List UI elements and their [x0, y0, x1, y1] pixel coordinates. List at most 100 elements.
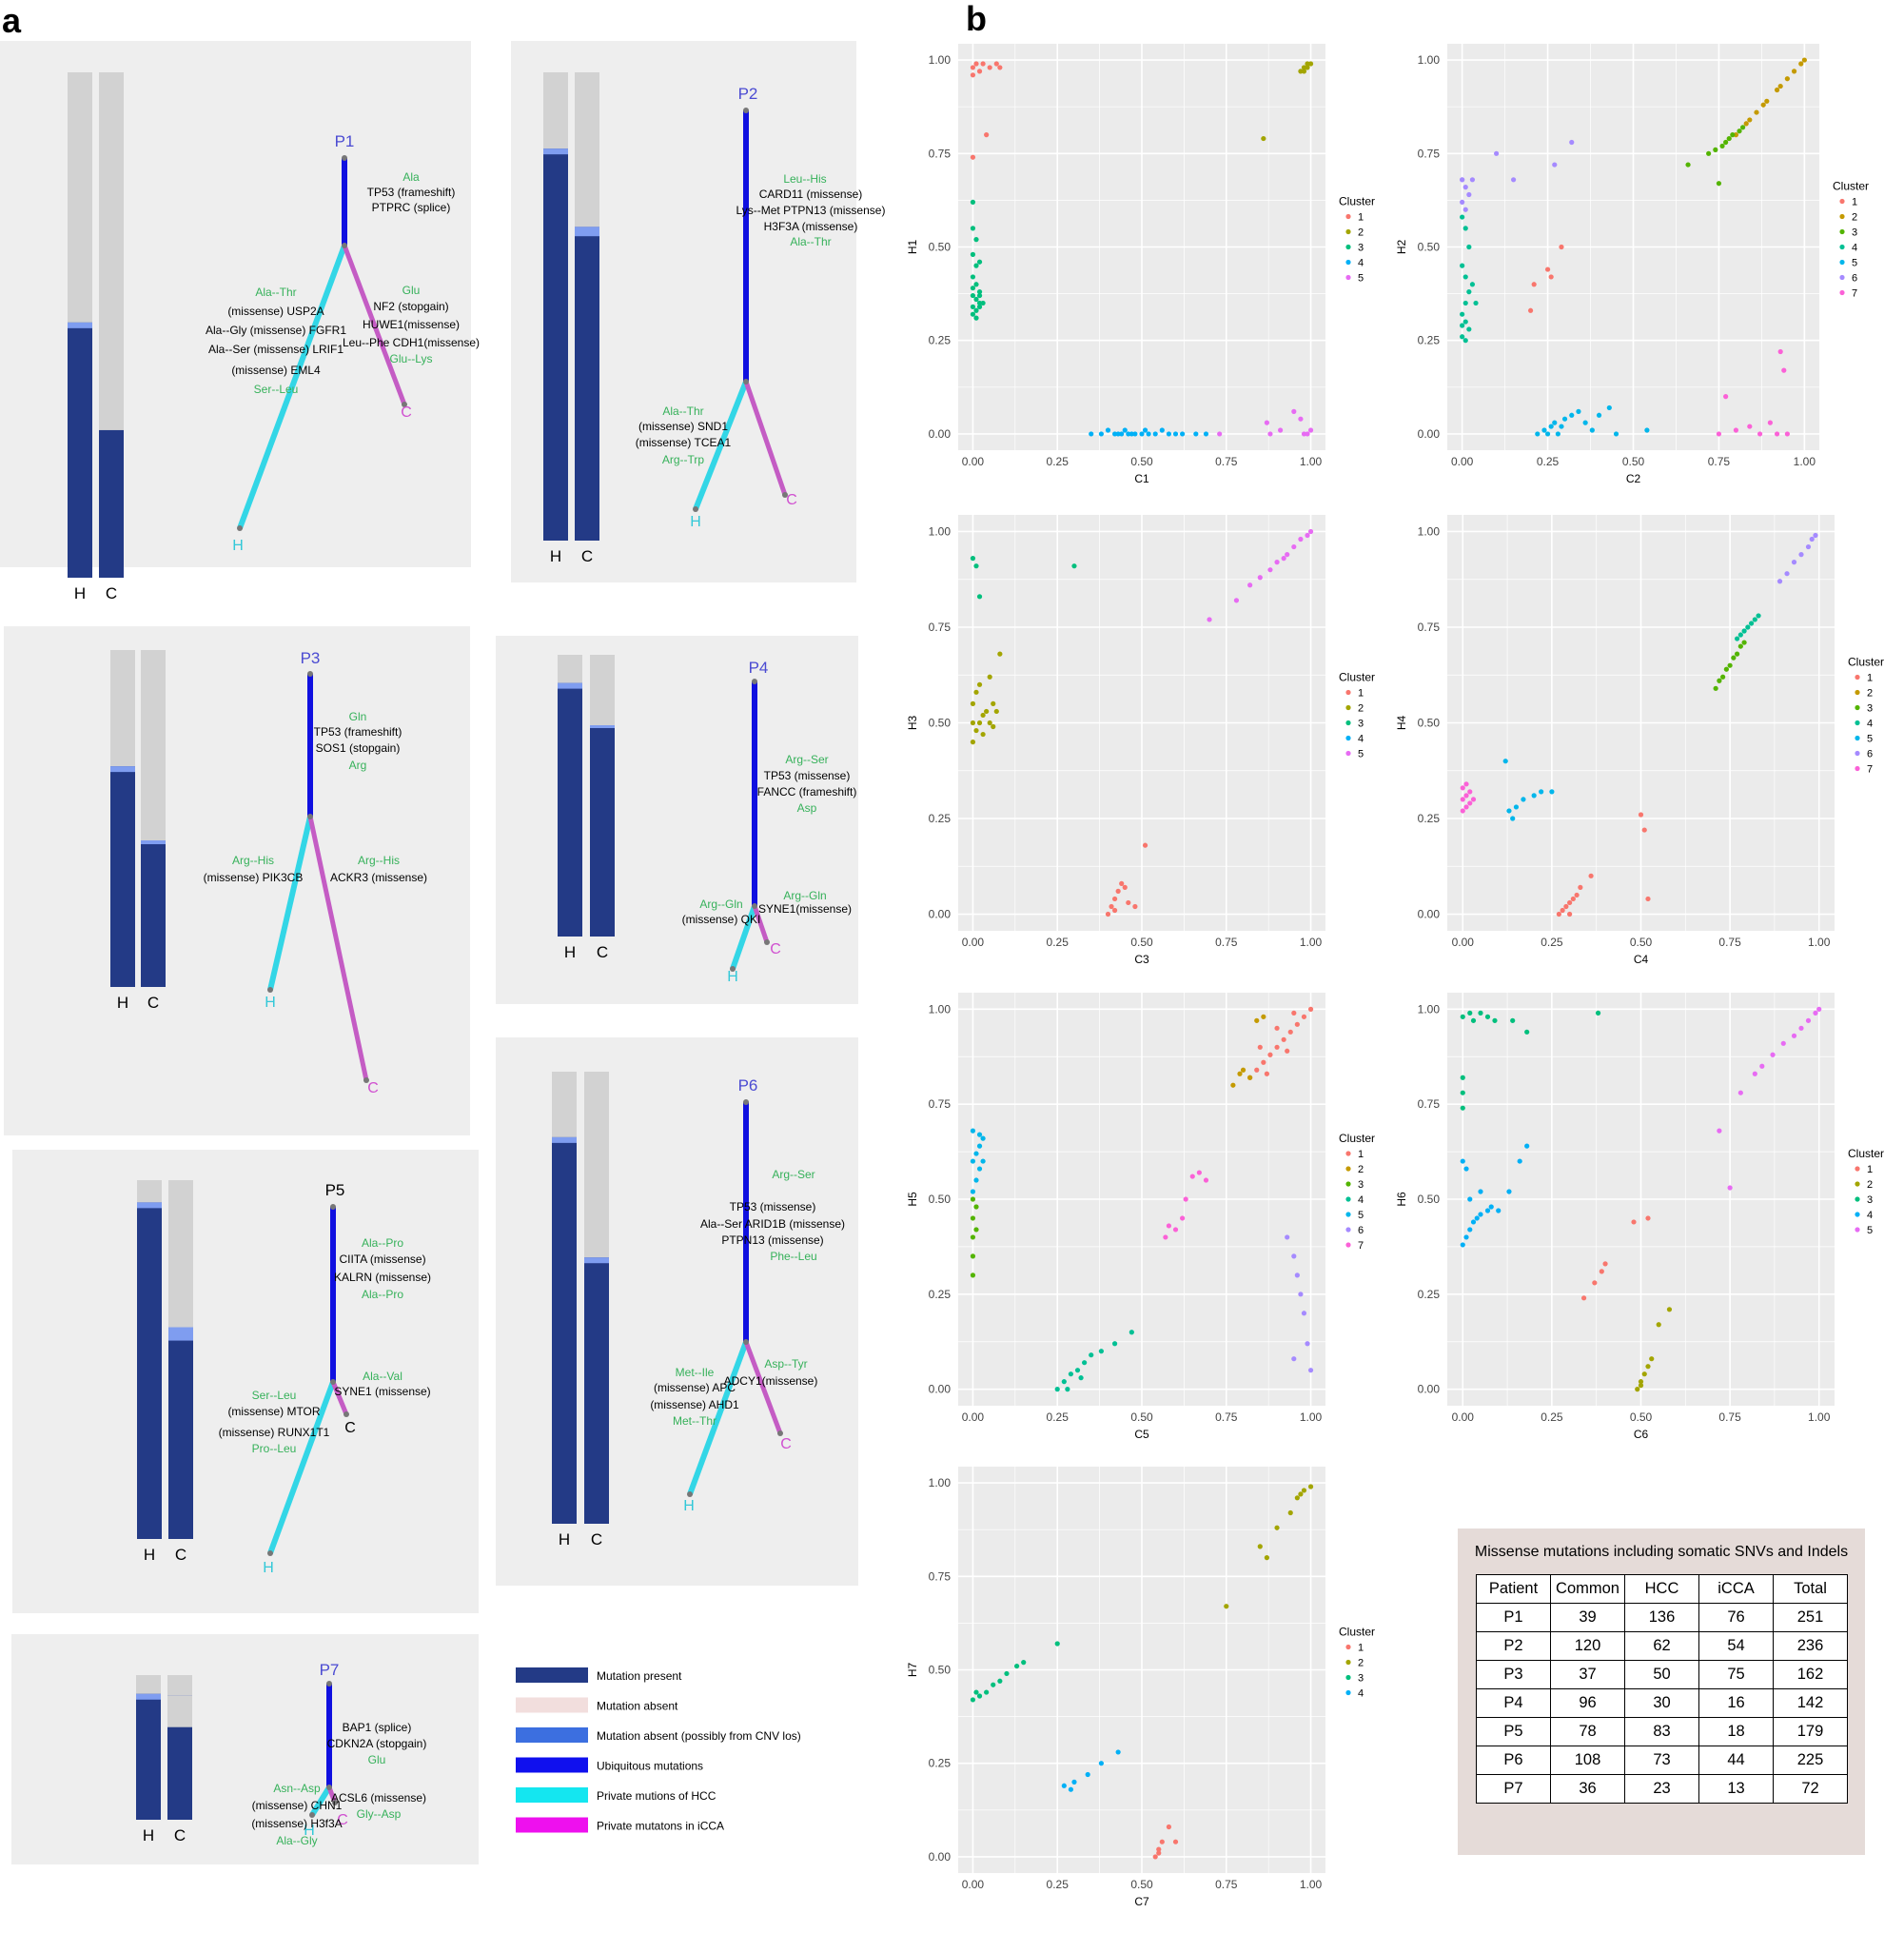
data-point: [1462, 274, 1468, 280]
cluster-legend-key: [1345, 689, 1351, 696]
absent-segment: [141, 650, 166, 773]
data-point: [973, 1151, 979, 1156]
data-point: [1469, 282, 1476, 287]
bar-label-c: C: [591, 1530, 602, 1548]
table-cell: 16: [1698, 1688, 1774, 1718]
absent-segment: [575, 166, 599, 227]
cluster-legend-key: [1345, 735, 1351, 741]
data-point: [1180, 1215, 1186, 1221]
data-point: [1082, 1360, 1088, 1366]
data-point: [970, 286, 976, 291]
bar-label-c: C: [581, 547, 593, 565]
leaf-label-h: H: [263, 1560, 274, 1576]
data-point: [1466, 244, 1472, 250]
hcc-mutation-label: Ala--Gly (missense) FGFR1: [206, 324, 346, 337]
table-cell: 23: [1624, 1774, 1699, 1804]
cnv-segment: [141, 840, 166, 845]
data-point: [1717, 1128, 1722, 1134]
cluster-legend-title: Cluster: [1339, 195, 1375, 208]
cluster-legend-key: [1839, 213, 1845, 220]
table-header-cell: Patient: [1476, 1574, 1551, 1604]
data-point: [1484, 1014, 1491, 1019]
icca-mutation-label: ADCY1(missense): [724, 1374, 818, 1388]
data-point: [970, 72, 976, 78]
x-axis-label: C6: [1634, 1428, 1649, 1441]
trunk-mutation-label: H3F3A (missense): [764, 220, 858, 233]
cluster-legend-label: 4: [1358, 258, 1364, 269]
bar-label-c: C: [106, 584, 117, 602]
data-point: [1602, 1261, 1608, 1267]
data-point: [997, 1678, 1003, 1684]
data-point: [1478, 1010, 1483, 1016]
data-point: [1463, 781, 1469, 787]
data-point: [973, 307, 979, 313]
y-tick-label: 0.25: [1418, 1288, 1441, 1301]
data-point: [1737, 128, 1742, 134]
tree-node: [730, 966, 736, 972]
y-tick-label: 0.00: [929, 1850, 952, 1864]
data-point: [1748, 621, 1755, 626]
bar-label-c: C: [175, 1546, 186, 1564]
data-point: [1488, 1204, 1494, 1210]
cluster-legend-label: 2: [1358, 1164, 1364, 1175]
data-point: [1552, 162, 1558, 168]
cluster-legend-key: [1345, 1659, 1351, 1666]
data-point: [1813, 1010, 1818, 1016]
data-point: [1264, 420, 1269, 425]
tree-node: [764, 939, 770, 945]
tree-node: [687, 1491, 693, 1497]
data-point: [1247, 1075, 1253, 1080]
scatter-plot-1: 0.00 0.25 0.50 0.75 1.00 0.00 0.25 0.50 0.75 1.00…: [906, 44, 1375, 485]
missense-table-panel: Missense mutations including somatic SNV…: [1458, 1529, 1865, 1855]
data-point: [1592, 1280, 1598, 1286]
hcc-mutation-label: (missense) PIK3CB: [204, 871, 304, 884]
data-point: [1466, 191, 1472, 198]
data-point: [1541, 427, 1547, 433]
cluster-legend-key: [1855, 1181, 1860, 1187]
x-tick-label: 0.25: [1047, 1878, 1070, 1891]
cluster-legend-key: [1345, 1196, 1351, 1202]
data-point: [980, 712, 986, 719]
y-tick-label: 1.00: [1418, 524, 1441, 538]
data-point: [976, 292, 983, 299]
data-point: [1460, 334, 1465, 340]
data-point: [1078, 1375, 1084, 1381]
y-tick-label: 0.00: [929, 908, 952, 921]
tree-panel-p5: H C P5 H C Ala--Pro CIITA (missense) KALRN (mis…: [12, 1150, 479, 1613]
icca-mutation-label: Leu--Phe CDH1(missense): [343, 336, 480, 349]
data-point: [1277, 427, 1284, 433]
table-cell: 142: [1773, 1688, 1848, 1718]
x-tick-label: 0.50: [1130, 1410, 1153, 1424]
tree-title: P5: [325, 1181, 345, 1199]
icca-mutation-label: ACKR3 (missense): [330, 871, 427, 884]
data-point: [1462, 207, 1468, 212]
tree-node: [743, 108, 749, 113]
trunk-mutation-label: Ala--Thr: [790, 235, 831, 248]
data-point: [1274, 1025, 1280, 1031]
tree-panel-p3: H C P3 H C Gln TP53 (frameshift) SOS1 (stopgain…: [4, 626, 470, 1135]
data-point: [1563, 903, 1569, 910]
data-point: [1098, 1761, 1104, 1766]
tree-node: [267, 987, 273, 993]
cluster-legend-label: 7: [1852, 288, 1857, 300]
trunk-mutation-label: Lys--Met PTPN13 (missense): [736, 204, 886, 217]
data-point: [1723, 666, 1729, 672]
data-point: [1294, 1021, 1300, 1027]
data-point: [1159, 427, 1165, 433]
data-point: [1759, 1063, 1765, 1069]
cluster-legend-label: 6: [1867, 749, 1873, 760]
trunk-mutation-label: KALRN (missense): [334, 1271, 431, 1284]
data-point: [1478, 1189, 1483, 1194]
data-point: [1119, 880, 1125, 886]
y-axis-label: H5: [906, 1192, 919, 1207]
table-header-cell: Total: [1773, 1574, 1848, 1604]
data-point: [1462, 300, 1468, 306]
data-point: [970, 1128, 976, 1134]
data-point: [973, 237, 979, 243]
hcc-branch: [309, 1785, 332, 1817]
tree-title: P4: [749, 659, 769, 677]
legend-swatch: [516, 1667, 588, 1683]
data-point: [1207, 617, 1212, 622]
data-point: [1129, 1330, 1134, 1335]
data-point: [1115, 888, 1121, 894]
